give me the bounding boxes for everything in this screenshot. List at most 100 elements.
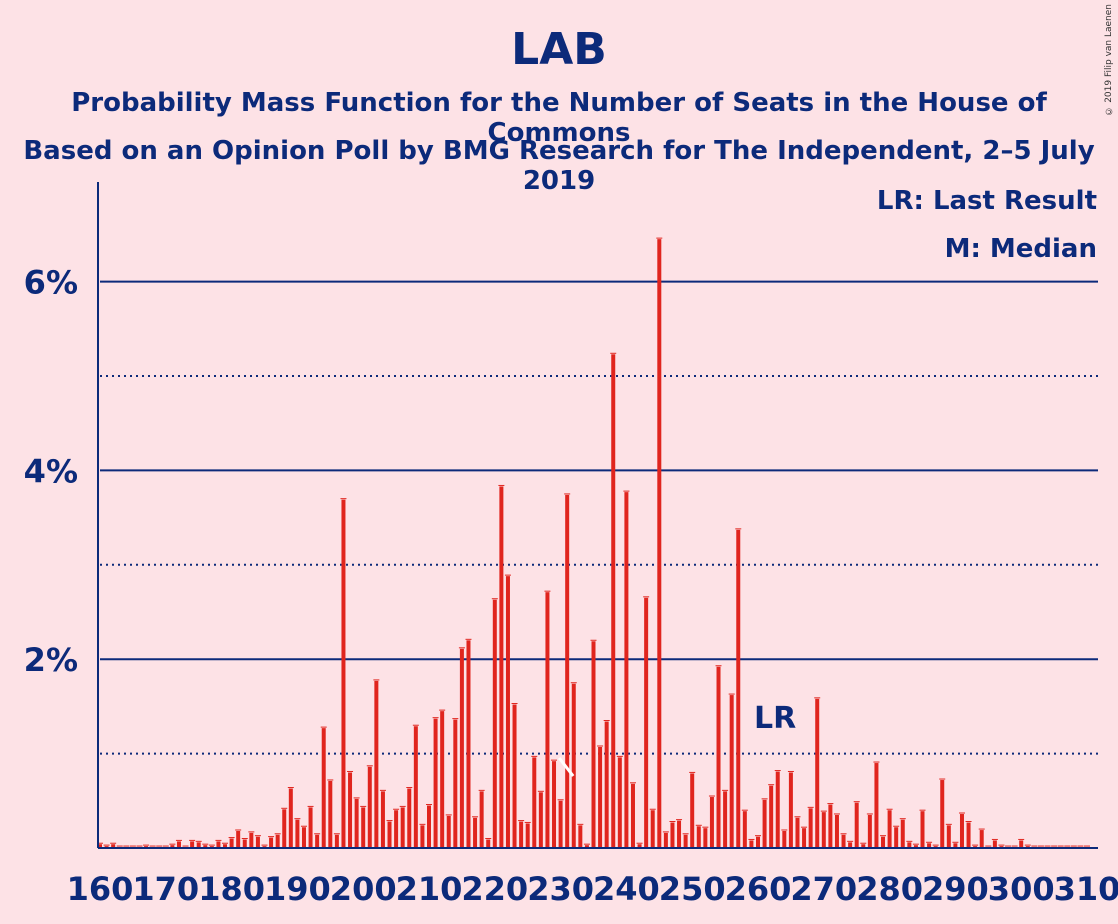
bar (591, 641, 596, 848)
bar (953, 843, 958, 848)
bar (348, 772, 353, 848)
bar (802, 828, 807, 848)
bar (683, 834, 688, 848)
bar (887, 810, 892, 848)
bar (979, 830, 984, 848)
bar (341, 499, 346, 848)
bar (663, 832, 668, 848)
bar (907, 842, 912, 848)
bar (900, 819, 905, 848)
bar (190, 841, 195, 848)
bar (716, 666, 721, 848)
x-tick-label: 240 (593, 870, 660, 908)
bar (216, 841, 221, 848)
bar-series (97, 237, 1090, 848)
bar (624, 492, 629, 848)
bar (229, 838, 234, 848)
x-tick-label: 220 (461, 870, 528, 908)
bar (959, 814, 964, 848)
bar (236, 831, 241, 848)
bar (545, 592, 550, 848)
bar (1019, 840, 1024, 848)
bar (828, 804, 833, 848)
y-tick-label: 6% (24, 264, 78, 302)
bar (176, 841, 181, 848)
x-tick-label: 160 (67, 870, 134, 908)
chart-subtitle-2: Based on an Opinion Poll by BMG Research… (23, 136, 1095, 196)
bar (255, 836, 260, 848)
bar (301, 827, 306, 848)
bar (196, 842, 201, 848)
bar (354, 798, 359, 848)
bar (709, 797, 714, 848)
bar (538, 792, 543, 848)
bar (762, 799, 767, 848)
bar (479, 791, 484, 848)
bar (821, 812, 826, 848)
bar (98, 844, 102, 848)
bar (288, 788, 293, 848)
bar (473, 817, 478, 848)
bar (282, 809, 287, 848)
bar (644, 597, 649, 848)
bar (295, 819, 300, 848)
bar (407, 788, 412, 848)
x-tick-label: 310 (1054, 870, 1118, 908)
bar (749, 840, 754, 848)
x-tick-label: 260 (725, 870, 792, 908)
bar (795, 817, 800, 848)
bar (532, 757, 537, 848)
x-tick-label: 270 (790, 870, 857, 908)
bar (611, 354, 616, 848)
bar (604, 721, 609, 848)
bar (578, 825, 583, 848)
x-tick-label: 250 (659, 870, 726, 908)
bar (584, 845, 589, 848)
chart-subtitle-1: Probability Mass Function for the Number… (71, 88, 1047, 148)
bar (723, 791, 728, 848)
grid-lines (100, 280, 1098, 755)
bar (427, 805, 431, 848)
bar (525, 823, 530, 848)
x-tick-label: 230 (527, 870, 594, 908)
bar (703, 828, 708, 848)
bar (492, 599, 497, 848)
median-marker (557, 757, 575, 777)
bar (387, 821, 392, 848)
bar (315, 834, 320, 848)
bar (920, 811, 925, 848)
bar (446, 815, 451, 848)
bar (571, 683, 576, 848)
bar (275, 834, 280, 848)
bar (657, 239, 662, 848)
bar (736, 529, 741, 848)
bar (913, 845, 918, 848)
y-tick-label: 2% (24, 641, 78, 679)
bar (861, 844, 866, 848)
bar (367, 766, 372, 848)
bar (170, 845, 175, 848)
bar (927, 843, 932, 848)
x-tick-label: 180 (198, 870, 265, 908)
bar (650, 810, 655, 848)
bar (203, 845, 208, 848)
bar (380, 791, 385, 848)
bar (400, 807, 405, 848)
bar (242, 839, 247, 848)
last-result-label: LR (754, 701, 796, 736)
markers: LR (557, 701, 796, 777)
bar (617, 757, 622, 848)
bar (499, 486, 504, 848)
axes: 2%4%6%160 170 180 190 200 210 220 230 240 250 260 2… (24, 182, 1118, 908)
bar (815, 698, 820, 848)
bar (940, 780, 945, 848)
bar (459, 648, 464, 848)
bar (742, 811, 747, 848)
bar (466, 640, 471, 848)
bar (782, 831, 787, 848)
bar (630, 783, 635, 848)
bar (966, 822, 971, 848)
bar (394, 810, 399, 848)
bar (729, 695, 734, 848)
